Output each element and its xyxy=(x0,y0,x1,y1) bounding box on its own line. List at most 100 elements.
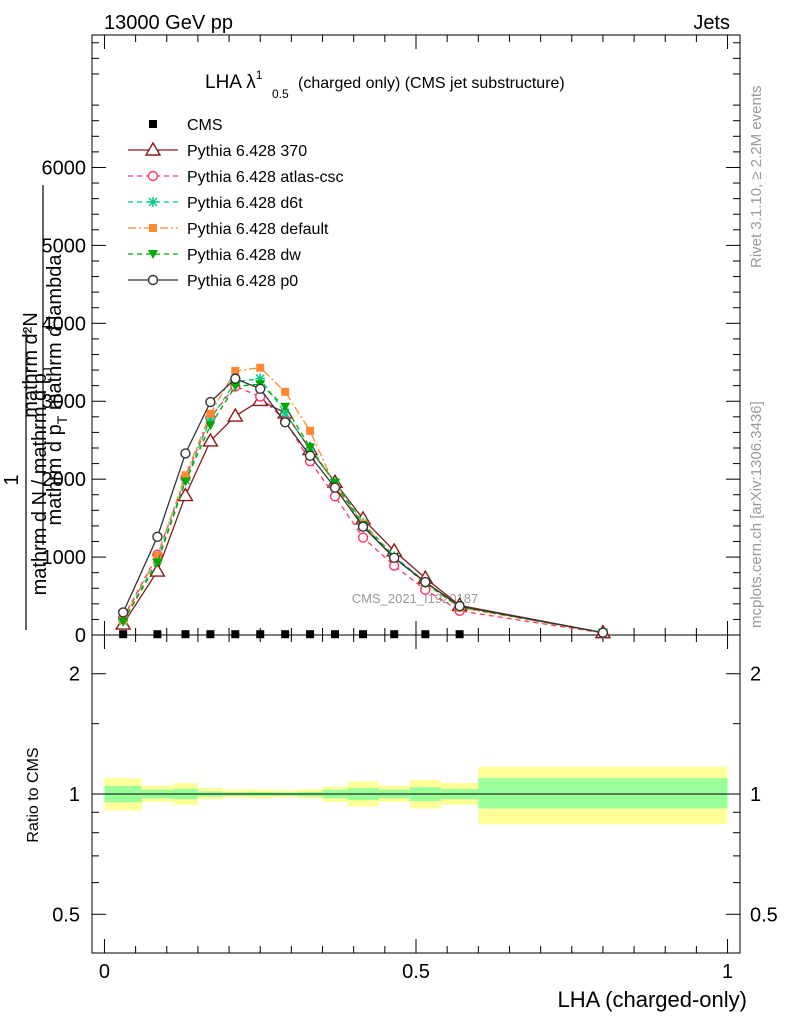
data-point xyxy=(454,600,465,612)
y-tick-label: 5000 xyxy=(42,235,87,257)
data-point xyxy=(305,443,316,453)
main-y-label-prefix: 1 mathrm d N / mathrm d pT xyxy=(1,330,55,630)
y-tick-label: 6000 xyxy=(42,157,87,179)
x-tick-label: 0 xyxy=(99,961,110,983)
data-point xyxy=(306,426,315,435)
legend-entry: Pythia 6.428 370 xyxy=(128,141,307,160)
header-left: 13000 GeV pp xyxy=(104,12,233,34)
data-point xyxy=(117,607,129,618)
series-line xyxy=(122,385,604,634)
x-tick-label: 0.5 xyxy=(402,961,430,983)
legend-entry: Pythia 6.428 default xyxy=(128,221,329,238)
legend-entry: Pythia 6.428 d6t xyxy=(128,195,303,212)
data-point xyxy=(597,627,609,638)
plot-title: LHA λ1 xyxy=(205,68,263,93)
data-point xyxy=(205,414,216,425)
data-point xyxy=(149,562,166,577)
legend-label: CMS xyxy=(187,117,223,134)
legend-marker xyxy=(149,224,157,232)
ratio-tick-label: 1 xyxy=(69,784,80,806)
legend-marker xyxy=(149,120,157,128)
legend-marker xyxy=(147,170,159,182)
data-point xyxy=(153,551,162,560)
data-point xyxy=(421,630,430,639)
legend-marker xyxy=(148,197,158,207)
legend-label: Pythia 6.428 dw xyxy=(187,247,301,264)
legend-marker xyxy=(148,250,158,259)
mcplots-label: mcplots.cern.ch [arXiv:1306.3436] xyxy=(748,401,765,628)
data-point xyxy=(255,383,266,394)
data-point xyxy=(357,521,369,532)
data-point xyxy=(256,363,265,372)
data-point xyxy=(304,450,316,461)
data-point xyxy=(206,630,215,639)
data-point xyxy=(231,630,240,639)
legend-entry: Pythia 6.428 dw xyxy=(128,247,301,264)
legend-marker xyxy=(147,274,159,286)
y-tick-label: 0 xyxy=(75,625,86,647)
data-point xyxy=(202,432,219,447)
data-point xyxy=(281,387,290,396)
y-tick-label: 2000 xyxy=(42,469,87,491)
legend-label: Pythia 6.428 atlas-csc xyxy=(187,169,344,186)
main-x-axis xyxy=(103,35,729,635)
plot-title-rest: (charged only) (CMS jet substructure) xyxy=(298,75,565,92)
data-point xyxy=(205,396,216,408)
legend-entry: Pythia 6.428 p0 xyxy=(128,273,298,290)
legend-entry: Pythia 6.428 atlas-csc xyxy=(128,169,344,186)
data-point xyxy=(255,373,266,384)
data-point xyxy=(279,417,291,428)
y-tick-label: 3000 xyxy=(42,391,87,413)
data-point xyxy=(180,477,191,487)
data-point xyxy=(181,471,190,480)
data-point xyxy=(280,407,291,418)
series-6 xyxy=(117,373,609,638)
y-label-prefix-bottom: mathrm d N / mathrm d pT xyxy=(29,364,55,595)
ratio-y-axis: 0.5 0.5 1 1 2 2 xyxy=(52,664,778,927)
data-point xyxy=(390,630,399,639)
data-point xyxy=(153,630,162,639)
y-tick-label: 1000 xyxy=(42,547,87,569)
legend-label: Pythia 6.428 370 xyxy=(187,143,307,160)
legend-label: Pythia 6.428 p0 xyxy=(187,273,298,290)
x-tick-label: 1 xyxy=(722,961,733,983)
series-line xyxy=(122,383,604,634)
data-point xyxy=(280,402,291,412)
ratio-y-label: Ratio to CMS xyxy=(25,747,42,842)
ratio-tick-label: 0.5 xyxy=(52,904,80,926)
data-point xyxy=(205,421,216,431)
data-point xyxy=(331,630,339,639)
data-point xyxy=(180,448,191,459)
data-point xyxy=(152,531,163,543)
legend-label: Pythia 6.428 default xyxy=(187,221,329,238)
series-line xyxy=(122,377,604,634)
data-point xyxy=(177,487,194,502)
data-point xyxy=(152,558,163,568)
ratio-inner-band xyxy=(478,778,728,809)
series-layer xyxy=(114,363,612,639)
legend-marker xyxy=(144,141,162,156)
data-point xyxy=(227,407,244,422)
data-point xyxy=(181,630,190,639)
x-axis-label: LHA (charged-only) xyxy=(557,987,747,1012)
ratio-tick-label-right: 0.5 xyxy=(750,904,778,926)
data-point xyxy=(455,630,464,639)
data-point xyxy=(281,630,290,639)
ratio-tick-label-right: 2 xyxy=(750,664,761,686)
series-line xyxy=(122,377,604,634)
legend-label: Pythia 6.428 d6t xyxy=(187,195,303,212)
series-0 xyxy=(119,630,464,639)
rivet-version-label: Rivet 3.1.10, ≥ 2.2M events xyxy=(748,86,765,269)
data-point xyxy=(231,366,240,375)
data-point xyxy=(388,552,400,564)
legend: CMS Pythia 6.428 370 Pythia 6.428 atlas-cs… xyxy=(128,117,344,290)
ratio-tick-label-right: 1 xyxy=(750,784,761,806)
data-point xyxy=(119,630,128,639)
main-y-axis: 0 1000 2000 3000 4000 5000 6000 xyxy=(42,42,740,647)
data-point xyxy=(306,630,315,639)
y-label-prefix-top: 1 xyxy=(1,474,23,485)
data-point xyxy=(256,630,265,639)
ratio-bands xyxy=(104,766,728,825)
data-point xyxy=(230,373,241,384)
